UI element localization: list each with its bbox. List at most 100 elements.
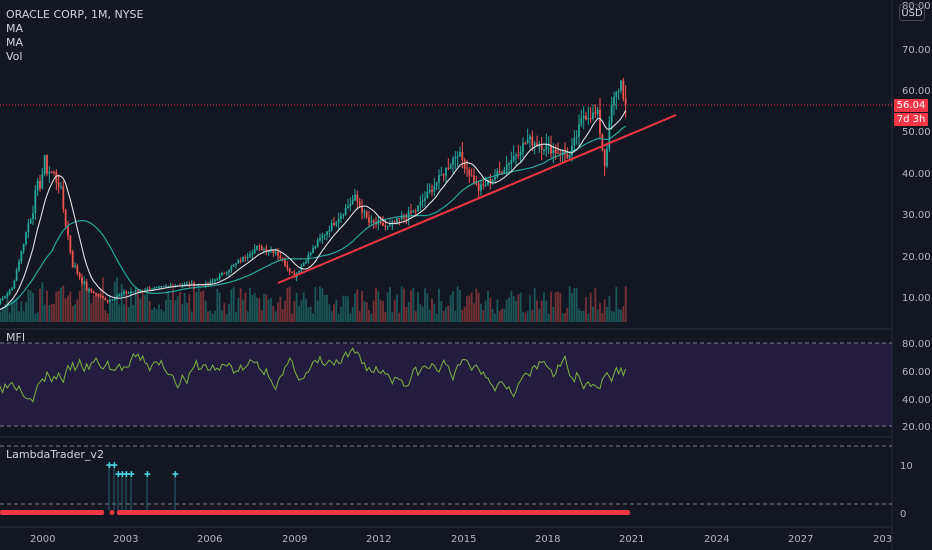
candle xyxy=(533,141,536,155)
candle xyxy=(452,155,454,174)
volume-bar xyxy=(242,299,244,322)
time-axis[interactable]: 2000 2003 2006 2009 2012 2015 2018 2021 … xyxy=(30,534,892,545)
lambda-tick: 10 xyxy=(900,461,913,472)
candle xyxy=(11,286,13,291)
candle xyxy=(242,256,244,263)
time-tick: 2021 xyxy=(619,534,644,545)
candle xyxy=(438,169,440,190)
candle xyxy=(601,133,604,152)
candle xyxy=(321,232,324,244)
volume-bar xyxy=(389,287,391,322)
legend-vol[interactable]: Vol xyxy=(6,50,23,63)
volume-bar xyxy=(554,292,557,322)
trendline[interactable] xyxy=(277,114,677,284)
volume-bar xyxy=(398,312,401,322)
volume-bar xyxy=(477,292,480,322)
volume-bar xyxy=(193,286,195,322)
currency-button[interactable]: USD xyxy=(899,4,925,21)
lambda-title[interactable]: LambdaTrader_v2 xyxy=(6,448,104,461)
volume-bar xyxy=(587,313,590,322)
volume-bar xyxy=(256,297,258,322)
candle xyxy=(109,299,111,303)
volume-bar xyxy=(316,300,319,322)
volume-bar xyxy=(102,277,104,322)
volume-bar xyxy=(368,310,370,322)
volume-bar xyxy=(449,294,452,322)
volume-bar xyxy=(148,300,151,322)
candle xyxy=(428,183,431,194)
volume-bar xyxy=(601,312,604,322)
candle xyxy=(382,216,384,227)
candle xyxy=(102,296,104,299)
volume-bar xyxy=(405,306,408,322)
candle xyxy=(36,178,39,196)
volume-bar xyxy=(496,299,499,322)
volume-bar xyxy=(214,310,216,322)
volume-bar xyxy=(4,304,6,322)
volume-bar xyxy=(246,311,249,322)
volume-bar xyxy=(566,307,569,322)
lambda-tick: 0 xyxy=(900,509,906,520)
volume-bar xyxy=(519,292,522,322)
volume-bar xyxy=(526,310,529,322)
volume-bar xyxy=(15,297,18,322)
candle xyxy=(127,291,130,294)
candle xyxy=(326,231,328,241)
candle xyxy=(552,143,555,164)
volume-bar xyxy=(347,296,349,322)
candle xyxy=(228,269,230,277)
candle xyxy=(76,263,79,276)
legend-ma-1[interactable]: MA xyxy=(6,22,24,35)
volume-bar xyxy=(204,300,207,322)
volume-bar xyxy=(342,295,345,322)
candle xyxy=(137,289,139,292)
volume-bar xyxy=(155,309,158,322)
volume-bar xyxy=(174,300,177,322)
volume-bar xyxy=(512,295,515,322)
mfi-tick: 80.00 xyxy=(902,339,931,350)
candle xyxy=(370,215,373,225)
volume-bar xyxy=(139,298,142,322)
candle xyxy=(587,106,590,126)
symbol-title[interactable]: ORACLE CORP, 1M, NYSE xyxy=(6,8,144,21)
price-tick: 50.00 xyxy=(902,127,931,138)
volume-bar xyxy=(125,291,128,322)
ma-slow-line xyxy=(0,125,627,311)
volume-bar xyxy=(92,295,95,322)
candle xyxy=(463,157,466,174)
volume-bar xyxy=(603,299,606,322)
volume-bar xyxy=(169,299,172,322)
candle xyxy=(291,271,293,274)
time-tick: 2000 xyxy=(30,534,55,545)
lambda-signal-marker: ✚ xyxy=(123,470,130,479)
time-tick: 2015 xyxy=(451,534,476,545)
candle xyxy=(158,285,160,289)
volume-bar xyxy=(104,310,107,322)
volume-bar xyxy=(32,292,34,322)
price-tick-top: 80.00 xyxy=(902,1,931,12)
volume-bar xyxy=(456,286,459,322)
legend-ma-2[interactable]: MA xyxy=(6,36,24,49)
candle xyxy=(214,278,216,284)
candle xyxy=(596,106,599,118)
candle xyxy=(589,107,592,123)
volume-bar xyxy=(200,291,202,322)
candle xyxy=(554,144,557,160)
candle xyxy=(239,257,242,264)
candle xyxy=(95,293,97,297)
volume-bar xyxy=(333,304,335,322)
volume-bar xyxy=(410,290,412,322)
candle xyxy=(256,245,258,251)
volume-bar xyxy=(127,307,130,322)
candle xyxy=(279,251,282,261)
mfi-title[interactable]: MFI xyxy=(6,331,26,344)
volume-bar xyxy=(60,287,62,322)
volume-bar xyxy=(232,286,235,322)
candle xyxy=(113,298,116,301)
candle xyxy=(88,288,90,293)
volume-bar xyxy=(186,302,188,322)
candle xyxy=(613,91,615,116)
volume-bar xyxy=(99,288,102,322)
price-axis[interactable]: 80.00 70.00 60.00 50.00 40.00 30.00 20.0… xyxy=(902,1,931,304)
